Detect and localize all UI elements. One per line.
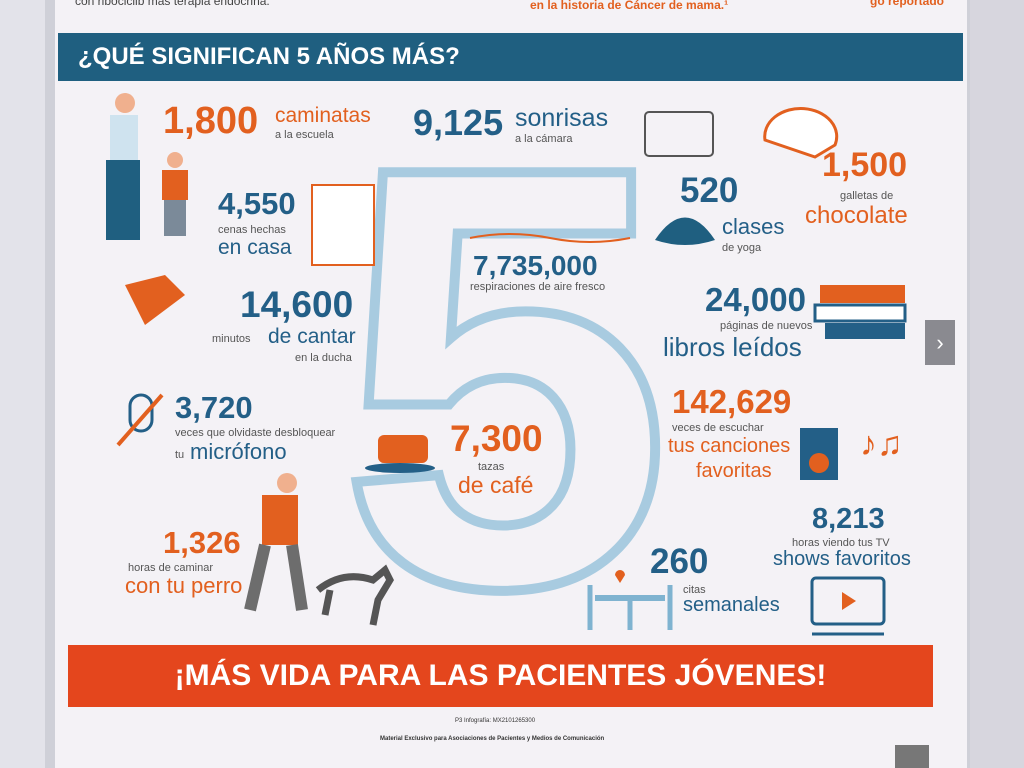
mother-child-icon [106,93,188,240]
fact-number: 9,125 [413,102,504,143]
fact-text: veces que olvidaste desbloquear [175,427,336,439]
fact-text: minutos [212,333,251,345]
fact-text: páginas de nuevos [720,320,813,332]
fact-text: de café [458,472,534,498]
scroll-top-button[interactable] [895,745,929,768]
fact-text: libros leídos [663,332,802,362]
mic-icon [116,393,164,447]
left-panel [0,0,45,768]
shower-icon [125,275,185,325]
fact-text: galletas de [840,190,894,202]
fact-text: chocolate [805,202,908,229]
top-text: en la historia de Cáncer de mama.¹ [530,0,729,12]
top-text: go reportado [870,0,944,8]
fact-number: 7,300 [450,418,543,459]
fact-number: 7,735,000 [473,250,598,281]
fact-text: caminatas [275,104,371,127]
fact-text: shows favoritos [773,548,911,570]
lotus-icon [655,217,715,245]
fact-number: 8,213 [812,503,885,535]
speaker-icon: ♪♫ [800,425,903,480]
top-text: con ribociclib más terapia endocrina. [75,0,270,8]
fact-text: en casa [218,236,292,259]
fact-text: tus canciones [668,435,791,457]
fact-number: 14,600 [240,284,354,325]
fact-text: a la cámara [515,133,573,145]
heading: ¿QUÉ SIGNIFICAN 5 AÑOS MÁS? [58,33,963,81]
cookie-icon [763,106,839,159]
fact-text: veces de escuchar [672,422,764,434]
fact-text: favoritas [696,460,772,482]
fact-number: 260 [650,542,709,581]
fact-text: sonrisas [515,104,609,132]
fact-text: tu [175,449,185,461]
fact-number: 24,000 [705,281,806,318]
fact-number: 1,800 [163,100,259,142]
fact-text: citas [683,584,706,596]
fact-text: de cantar [268,325,356,348]
fact-number: 3,720 [175,390,253,425]
table-icon [587,570,673,630]
fact-text: micrófono [190,439,287,464]
svg-text:♪♫: ♪♫ [860,425,903,463]
fact-number: 1,500 [822,146,908,184]
fact-text: a la escuela [275,129,334,141]
fact-text: en la ducha [295,352,352,364]
fact-text: clases [722,214,785,239]
footer-text: Material Exclusivo para Asociaciones de … [380,736,605,742]
walker-dog-icon [244,473,394,626]
fact-text: horas de caminar [128,562,213,574]
fact-text: horas viendo tus TV [792,537,890,549]
next-button[interactable]: › [925,320,955,365]
fact-text: de yoga [722,242,762,254]
fact-text: tazas [478,461,505,473]
books-icon [813,285,907,339]
coffee-icon [365,435,435,473]
big-five: 5 [338,43,672,713]
fact-number: 520 [680,171,739,210]
scroll-area [970,0,1024,768]
fact-number: 4,550 [218,186,296,221]
fact-text: con tu perro [125,573,243,598]
footer-text: P3 Infografía: MX2101265300 [455,718,536,724]
fact-number: 142,629 [672,383,792,420]
tv-icon [810,576,886,636]
notebook-icon [311,184,375,266]
camera-frame [644,111,714,157]
fact-text: cenas hechas [218,224,286,236]
fact-text: respiraciones de aire fresco [470,281,606,293]
fact-text: semanales [683,594,780,616]
air-lines [469,233,631,243]
fact-number: 1,326 [163,525,241,560]
banner: ¡MÁS VIDA PARA LAS PACIENTES JÓVENES! [68,645,933,707]
